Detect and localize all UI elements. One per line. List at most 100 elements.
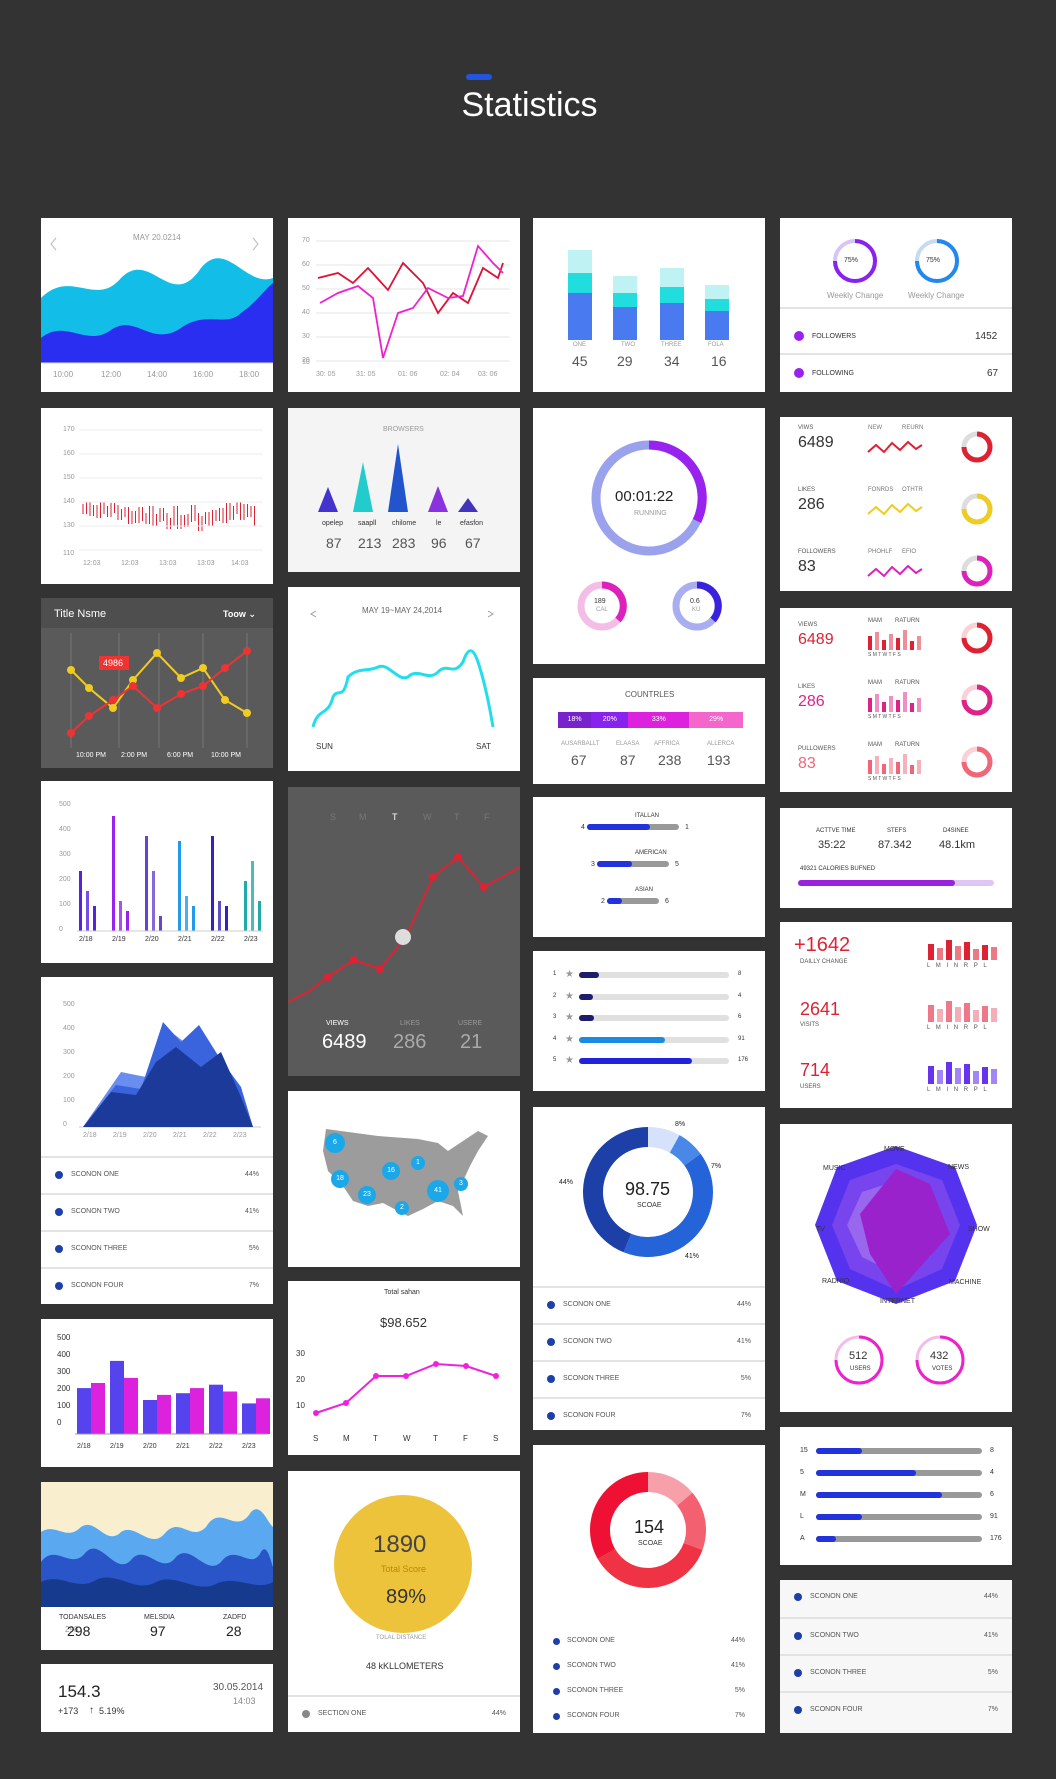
dropdown-label: Toow (223, 609, 246, 619)
gauge-label: CAL (596, 607, 608, 613)
list-item[interactable]: SCONON ONE 44% (780, 1580, 1012, 1616)
legend-item[interactable]: SCONON ONE 44% (553, 1635, 745, 1649)
stack-seg (613, 276, 637, 293)
list-item[interactable]: SCONON TWO 41% (780, 1617, 1012, 1653)
progress-bar (816, 1448, 982, 1454)
y-tick: 50 (302, 285, 310, 292)
mini-bar (910, 765, 914, 774)
donut-slice (648, 1472, 693, 1506)
list-item[interactable]: SCONON TWO 41% (533, 1323, 765, 1359)
mini-bar (946, 1001, 952, 1022)
day-tick: T (454, 812, 460, 822)
score-card: 1890 Total Score 89% TOLAL DISTANCE 48 k… (288, 1471, 520, 1732)
language-name: AMERICAN (635, 850, 667, 856)
stat-label: TODANSALES (59, 1614, 106, 1621)
y-tick: 300 (63, 1049, 75, 1056)
x-tick: 2/20 (143, 1443, 157, 1450)
donut-slice (590, 1472, 648, 1559)
mini-bar (882, 764, 886, 774)
bar (209, 1384, 223, 1434)
bar-value: 34 (664, 353, 680, 369)
stat-label: VIWS (798, 425, 814, 431)
map-bubble[interactable]: 23 (358, 1186, 376, 1204)
bar (251, 861, 254, 931)
bar (192, 906, 195, 931)
day-ticks: S M T W T F S (868, 652, 901, 658)
list-item[interactable]: SCONON FOUR 7% (533, 1397, 765, 1430)
mini-bar (903, 692, 907, 712)
mini-bar (973, 1010, 979, 1022)
country-segment[interactable]: 29% (689, 712, 743, 728)
day-ticks: L M I N R P L (927, 1087, 989, 1093)
x-tick: 14:03 (231, 560, 249, 567)
bar-label: L (800, 1513, 804, 1520)
x-tick: 2/20 (145, 936, 159, 943)
list-item[interactable]: SCONON FOUR 7% (41, 1267, 273, 1303)
language-name: ASIAN (635, 887, 654, 893)
gauge-value: 189 (594, 598, 606, 605)
mini-bar (982, 945, 988, 960)
list-item[interactable]: SCONON ONE 44% (533, 1286, 765, 1322)
map-bubble[interactable]: 6 (325, 1133, 345, 1153)
votes-label: VOTES (932, 1366, 953, 1372)
y-tick: 170 (63, 426, 75, 433)
axis-label: MACHINE (949, 1279, 982, 1286)
mini-bar (875, 694, 879, 712)
legend-item[interactable]: SCONON FOUR 7% (553, 1710, 745, 1724)
slice-label: 44% (559, 1179, 574, 1186)
list-item[interactable]: SCONON FOUR 7% (780, 1691, 1012, 1727)
slice-label: 8% (675, 1121, 686, 1128)
legend-item[interactable]: SCONON THREE 5% (553, 1685, 745, 1699)
bar-label: 5 (800, 1469, 804, 1476)
list-item[interactable]: SCONON TWO 41% (41, 1193, 273, 1229)
row-value: 1452 (975, 331, 998, 342)
map-bubble[interactable]: 41 (427, 1180, 449, 1202)
stack-seg (660, 303, 684, 340)
point-marker[interactable] (395, 929, 411, 945)
map-bubble[interactable]: 1 (411, 1156, 425, 1170)
next-arrow-icon[interactable] (487, 610, 494, 618)
users-ring (834, 1335, 884, 1385)
list-item[interactable]: SCONON ONE 44% (41, 1156, 273, 1192)
map-bubble[interactable]: 18 (331, 1170, 349, 1188)
stat-value: 6489 (798, 434, 834, 451)
map-bubble[interactable]: 16 (382, 1162, 400, 1180)
stat-label: ZADFD (223, 1614, 247, 1621)
y-tick: 150 (63, 474, 75, 481)
end-day: SAT (476, 742, 491, 751)
bar (223, 1391, 237, 1434)
map-bubble[interactable]: 2 (395, 1201, 409, 1215)
ring-label: Weekly Change (908, 291, 965, 300)
rating-count: 176 (738, 1057, 749, 1063)
progress-bar (816, 1536, 982, 1542)
bar-value: 176 (990, 1535, 1002, 1542)
mini-bar (903, 754, 907, 774)
rating-count: 8 (738, 971, 742, 977)
language-bar (587, 824, 679, 830)
y-tick: 60 (302, 261, 310, 268)
users-label: USERS (850, 1366, 871, 1372)
list-item[interactable]: SCONON THREE 5% (41, 1230, 273, 1266)
map-card: 6 16 1 18 23 2 41 3 (288, 1091, 520, 1267)
legend-item[interactable]: SCONON TWO 41% (553, 1660, 745, 1674)
list-card: SCONON ONE 44% SCONON TWO 41% SCONON THREE 5%… (780, 1580, 1012, 1733)
mini-bar (973, 1071, 979, 1084)
country-segment[interactable]: 18% (558, 712, 592, 728)
map-bubble[interactable]: 3 (454, 1177, 468, 1191)
red-donut-card: 154 SCOAE SCONON ONE 44% SCONON TWO 41% SCON… (533, 1445, 765, 1733)
legend-a: NEW (868, 425, 882, 431)
country-name: ALLERCA (707, 741, 735, 747)
list-item[interactable]: SCONON THREE 5% (780, 1654, 1012, 1690)
x-tick: 12:03 (83, 560, 101, 567)
prev-arrow-icon[interactable] (310, 610, 317, 618)
country-segment[interactable]: 20% (591, 712, 629, 728)
stat-value: 286 (798, 496, 825, 513)
donut-slice (623, 1153, 713, 1257)
x-tick: 30: 05 (316, 371, 336, 378)
country-segment[interactable]: 33% (628, 712, 690, 728)
bar-value: 16 (711, 353, 727, 369)
language-bar (607, 898, 659, 904)
list-item[interactable]: SECTION ONE 44% (288, 1695, 520, 1731)
list-item[interactable]: SCONON THREE 5% (533, 1360, 765, 1396)
period-dropdown[interactable]: Toow ⌄ (223, 609, 256, 620)
